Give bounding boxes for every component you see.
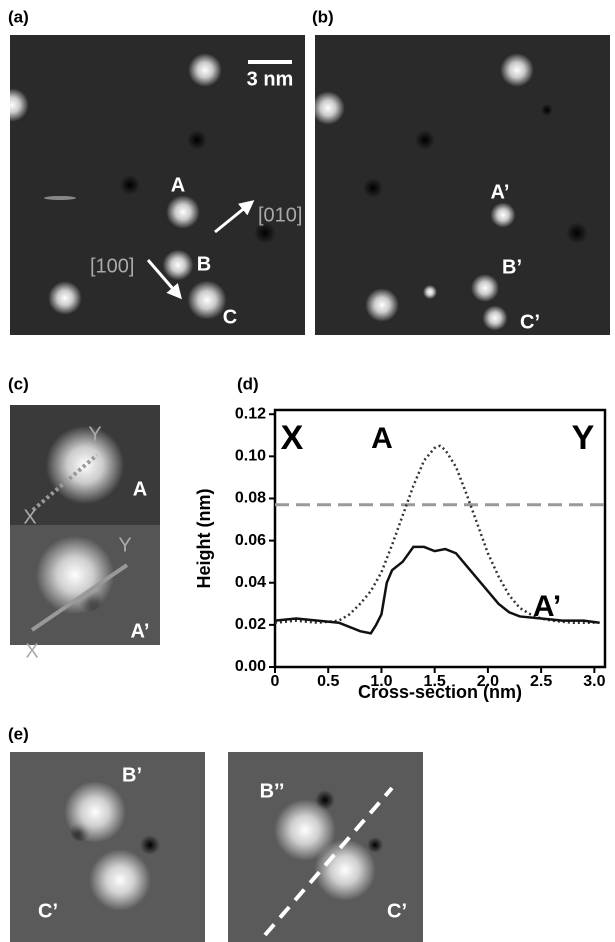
adatom	[35, 535, 115, 615]
panel-label: (c)	[8, 374, 29, 393]
pit	[187, 130, 207, 150]
adatom	[315, 91, 345, 125]
streak	[44, 196, 76, 200]
annotation: B’’	[260, 780, 285, 802]
annotation: X	[281, 419, 304, 457]
pit	[140, 835, 160, 855]
annotation: A	[171, 174, 185, 196]
plot-frame	[273, 408, 607, 669]
annotation: [010]	[258, 204, 302, 226]
x-tick-label: 0	[271, 673, 280, 690]
x-axis-title: Cross-section (nm)	[358, 682, 522, 702]
pit	[566, 222, 588, 244]
annotation: B	[197, 253, 211, 275]
adatom	[64, 781, 126, 843]
annotation: A’	[491, 181, 510, 203]
arrow	[214, 200, 255, 234]
adatom	[365, 288, 399, 322]
y-tick-label: 0.04	[235, 574, 266, 591]
line-chart: 0 0.5 1.0 1.5 2.0 2.5 3.0 0.00 0.02 0.04 0.06 0.08 0…	[194, 405, 607, 702]
annotation: C	[223, 306, 237, 328]
scale-label: 3 nm	[247, 68, 294, 90]
y-tick-label: 0.06	[235, 532, 266, 549]
y-tick-label: 0.00	[235, 658, 266, 675]
annotation: C’	[387, 900, 407, 922]
annotation: Y	[572, 419, 595, 457]
adatom	[187, 280, 227, 320]
x-tick-label: 1.5	[424, 673, 446, 690]
adatom	[10, 88, 29, 122]
panel-label: (a)	[8, 7, 29, 26]
series-label: A’	[533, 590, 561, 623]
adatom	[274, 799, 336, 861]
x-tick-label: 2.0	[477, 673, 499, 690]
annotation: A	[133, 478, 147, 500]
y-tick-label: 0.08	[235, 490, 266, 507]
adatom	[314, 839, 376, 901]
adatom	[490, 202, 516, 228]
pit	[415, 130, 435, 150]
x-tick-label: 3.0	[583, 673, 605, 690]
series-label: A	[371, 422, 393, 455]
arrow	[146, 259, 182, 300]
panel-label: (d)	[237, 374, 259, 393]
y-tick-label: 0.12	[235, 405, 266, 422]
panel-label: (b)	[312, 7, 334, 26]
annotation: X	[23, 506, 36, 528]
annotation: Y	[88, 423, 101, 445]
annotation: Y	[118, 534, 131, 556]
x-tick-label: 2.5	[530, 673, 552, 690]
panel-label: (e)	[8, 724, 29, 743]
y-tick-label: 0.02	[235, 616, 266, 633]
annotation: X	[25, 640, 38, 662]
pit	[254, 222, 276, 244]
x-tick-label: 0.5	[317, 673, 339, 690]
adatom	[162, 249, 194, 281]
adatom	[188, 53, 222, 87]
series-line	[274, 444, 595, 625]
images	[10, 35, 610, 942]
pit	[541, 104, 553, 116]
adatom	[166, 195, 200, 229]
y-tick-label: 0.10	[235, 448, 266, 465]
annotation: A’	[131, 620, 150, 642]
adatom	[89, 849, 151, 911]
pit	[363, 178, 383, 198]
adatom	[500, 53, 534, 87]
cross-section-line	[30, 563, 129, 632]
annotation: C’	[520, 311, 540, 333]
pit	[367, 837, 383, 853]
pit	[120, 175, 140, 195]
divider-line	[263, 786, 394, 937]
x-tick-label: 1.0	[370, 673, 392, 690]
series-line	[274, 545, 600, 635]
adatom	[482, 305, 508, 331]
stm-image	[315, 35, 610, 335]
adatom	[48, 281, 82, 315]
adatom	[471, 274, 499, 302]
stm-image	[10, 752, 205, 942]
cross-section-line	[31, 453, 99, 512]
annotation: B’	[122, 764, 142, 786]
annotation: B’	[502, 256, 522, 278]
annotation: [100]	[90, 255, 134, 277]
y-axis-title: Height (nm)	[194, 489, 214, 589]
annotation: C’	[38, 900, 58, 922]
adatom	[423, 285, 437, 299]
